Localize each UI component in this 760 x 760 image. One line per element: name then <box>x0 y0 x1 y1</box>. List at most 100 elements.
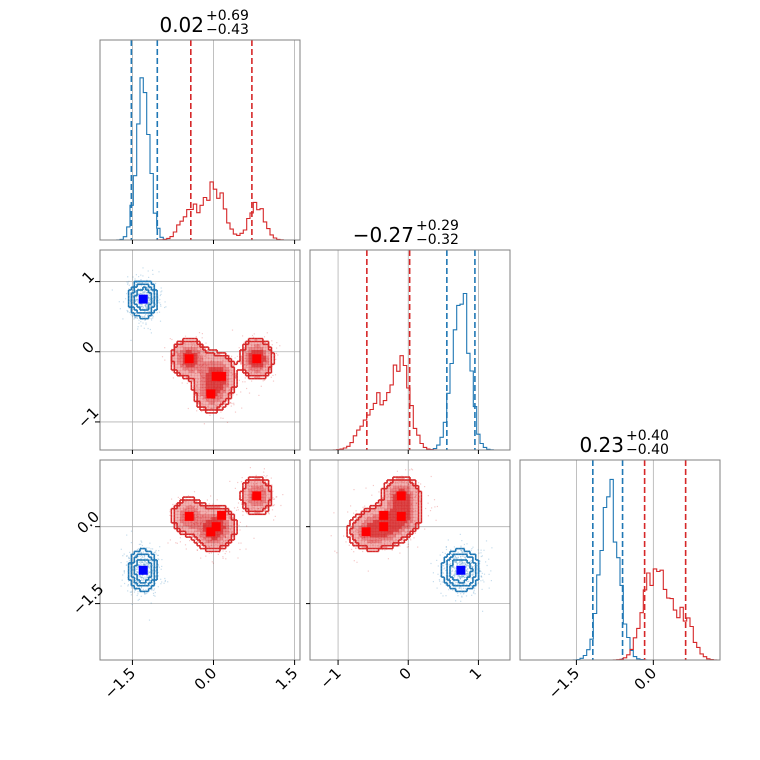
sample-point <box>453 574 456 576</box>
sample-point <box>207 509 209 511</box>
sample-point <box>405 531 407 533</box>
sample-point <box>134 560 136 562</box>
density-cell <box>225 525 229 529</box>
sample-point <box>475 585 477 587</box>
density-cell <box>260 494 264 498</box>
density-cell <box>390 517 394 521</box>
density-cell <box>180 505 184 509</box>
density-cell <box>197 502 201 507</box>
sample-point <box>176 350 178 353</box>
sample-point <box>132 276 134 278</box>
sample-point <box>140 321 142 323</box>
density-cell <box>197 395 201 399</box>
sample-point <box>230 532 232 534</box>
sample-point <box>146 592 148 594</box>
sample-point <box>465 565 467 568</box>
density-cell <box>407 522 411 527</box>
sample-point <box>146 279 148 281</box>
density-cell <box>197 358 201 362</box>
sample-point <box>430 475 432 478</box>
density-cell <box>202 358 207 362</box>
density-cell <box>390 537 394 541</box>
sample-point <box>427 515 429 517</box>
sample-point <box>455 572 457 574</box>
density-cell <box>222 398 227 402</box>
density-cell <box>182 347 187 351</box>
density-cell <box>200 404 204 408</box>
density-cell <box>177 352 181 357</box>
sample-point <box>142 577 144 579</box>
sample-point <box>414 510 416 512</box>
sample-point <box>221 542 223 544</box>
sample-point <box>208 357 210 359</box>
sample-point <box>146 292 148 294</box>
density-cell <box>367 517 371 521</box>
sample-point <box>169 514 171 516</box>
sample-point <box>138 591 140 593</box>
sample-point <box>205 342 207 344</box>
sample-point <box>154 582 157 584</box>
density-cell <box>381 540 385 544</box>
density-cell <box>251 347 255 351</box>
density-cell <box>231 367 235 371</box>
density-cell <box>262 344 267 348</box>
sample-point <box>384 540 386 542</box>
sample-point <box>143 292 145 294</box>
sample-point <box>157 302 159 304</box>
density-cell <box>171 358 175 362</box>
sample-point <box>132 566 134 568</box>
sample-point <box>155 551 157 553</box>
sample-point <box>250 372 252 374</box>
density-cell <box>188 508 192 512</box>
density-cell <box>262 361 267 365</box>
density-cell <box>375 537 379 541</box>
density-cell <box>177 522 181 527</box>
sample-point <box>473 580 475 582</box>
density-cell <box>214 381 218 385</box>
sample-point <box>482 610 484 612</box>
density-cell <box>191 502 195 507</box>
density-cell <box>254 344 258 348</box>
density-cell <box>245 344 249 348</box>
density-cell <box>188 350 192 354</box>
density-cell <box>260 355 264 359</box>
sample-point <box>150 576 153 578</box>
density-cell <box>231 381 235 385</box>
density-cell <box>361 517 365 521</box>
sample-point <box>142 307 144 309</box>
sample-point <box>144 584 146 586</box>
sample-point <box>135 564 137 566</box>
sample-point <box>459 578 461 580</box>
density-cell <box>398 534 402 538</box>
density-cell <box>375 540 379 544</box>
sample-point <box>395 539 397 541</box>
density-cell <box>202 372 207 377</box>
sample-point <box>246 512 248 514</box>
sample-point <box>124 582 126 585</box>
sample-point <box>452 582 454 584</box>
density-cell <box>242 367 247 371</box>
sample-point <box>451 553 453 555</box>
density-cell <box>208 367 212 371</box>
sample-point <box>139 306 141 308</box>
density-cell <box>205 384 209 388</box>
panel-frame <box>519 459 721 661</box>
sample-point <box>231 355 233 357</box>
density-cell <box>390 540 394 544</box>
density-cell <box>197 514 201 518</box>
sample-point <box>462 551 464 553</box>
sample-point <box>237 481 239 484</box>
density-cell <box>407 514 411 518</box>
sample-point <box>136 571 138 573</box>
sample-point <box>456 562 458 564</box>
density-cell <box>208 358 212 362</box>
density-cell <box>248 500 252 504</box>
sample-point <box>461 580 463 582</box>
sample-point <box>235 376 237 378</box>
density-cell <box>355 540 359 544</box>
sample-point <box>133 574 135 576</box>
sample-point <box>148 575 150 577</box>
sample-point <box>141 576 143 578</box>
density-cell <box>182 500 187 504</box>
